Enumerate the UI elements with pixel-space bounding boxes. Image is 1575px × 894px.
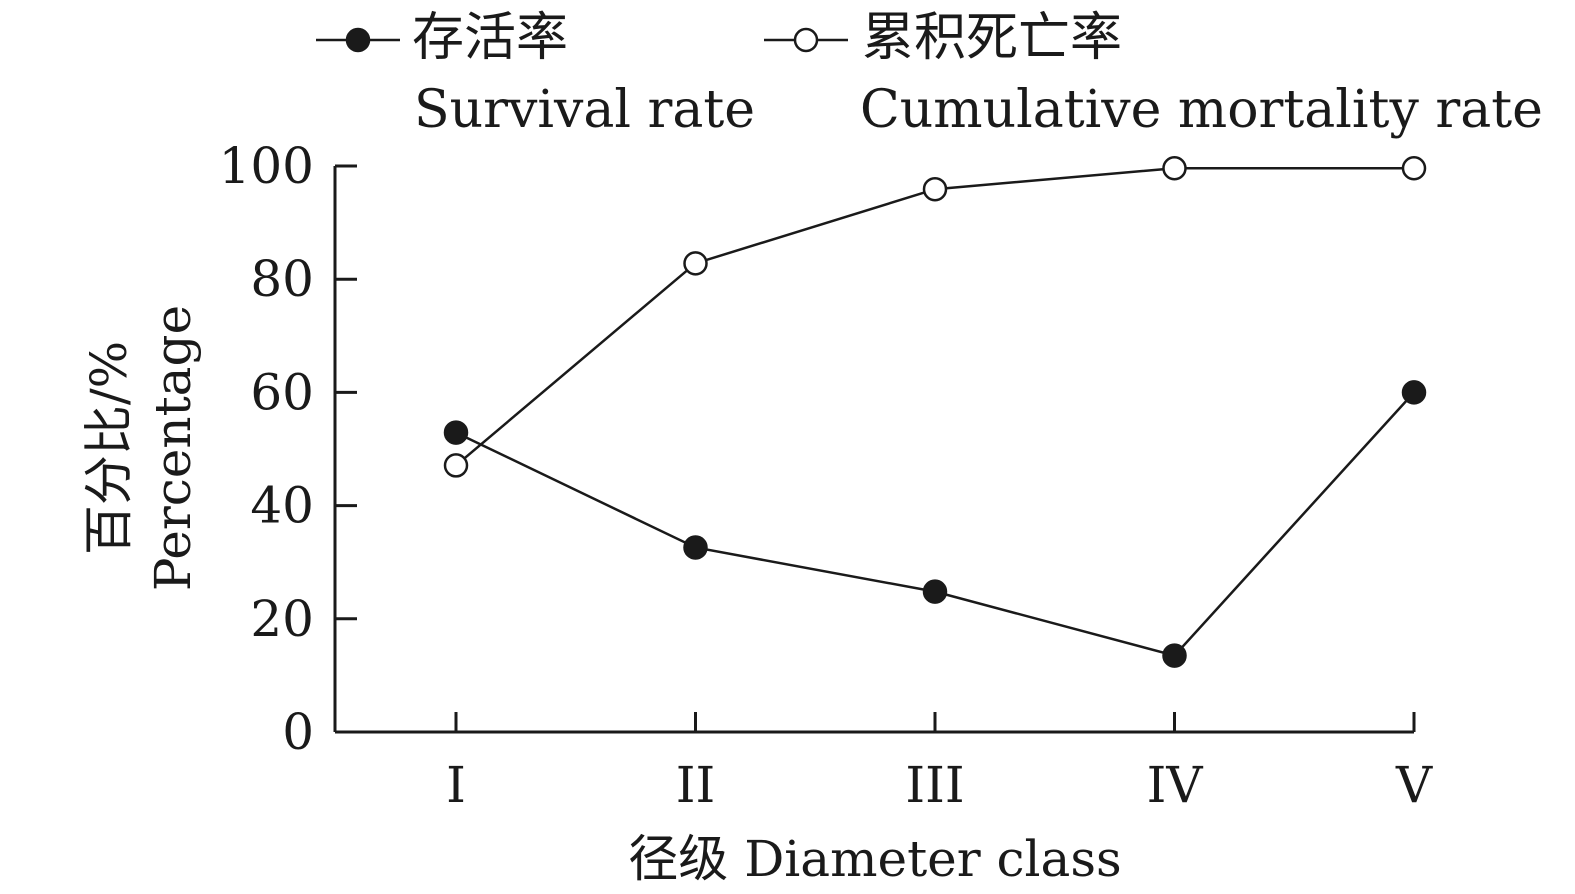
legend-label-mortality-en: Cumulative mortality rate [860,80,1543,140]
y-tick-label-100: 100 [219,137,314,195]
y-tick-label-40: 40 [250,477,314,535]
y-ticks: 0 20 40 60 80 100 [219,137,357,761]
legend-label-survival-cn: 存活率 [412,8,568,68]
x-tick-label-II: II [676,756,716,814]
y-axis-title-en-group: Percentage [144,305,202,591]
point-mortality-I [443,453,469,478]
point-mortality-II [683,251,708,276]
series-layer [443,156,1427,668]
y-tick-label-20: 20 [250,590,314,648]
point-survival-I [443,420,469,445]
legend-item-mortality: 累积死亡率 Cumulative mortality rate [764,8,1543,140]
point-mortality-III [922,176,948,202]
point-survival-IV [1162,643,1187,668]
legend-item-survival: 存活率 Survival rate [316,8,755,140]
y-axis-title-cn: 百分比/% [80,341,138,555]
legend-label-survival-en: Survival rate [414,80,755,140]
y-tick-label-80: 80 [250,250,314,308]
x-ticks: I II III IV V [446,712,1433,814]
legend-label-mortality-cn: 累积死亡率 [862,8,1122,68]
legend: 存活率 Survival rate 累积死亡率 Cumulative morta… [316,8,1543,140]
y-axis-title: 百分比/% [80,341,138,555]
point-mortality-IV [1162,156,1187,181]
point-survival-II [683,535,708,560]
point-survival-III [922,579,948,604]
x-tick-label-V: V [1395,756,1433,814]
y-tick-label-60: 60 [250,363,314,421]
y-tick-label-0: 0 [282,703,314,761]
legend-marker-survival [345,27,371,53]
x-axis-title: 径级 Diameter class [628,830,1121,888]
y-axis-title-en: Percentage [144,305,202,591]
legend-marker-mortality [793,27,819,53]
x-tick-label-III: III [905,756,964,814]
x-tick-label-I: I [446,756,466,814]
point-survival-V [1401,380,1427,405]
x-tick-label-IV: IV [1147,756,1204,814]
series-line-mortality [455,167,1414,467]
point-mortality-V [1401,156,1427,181]
series-line-survival [455,391,1415,657]
